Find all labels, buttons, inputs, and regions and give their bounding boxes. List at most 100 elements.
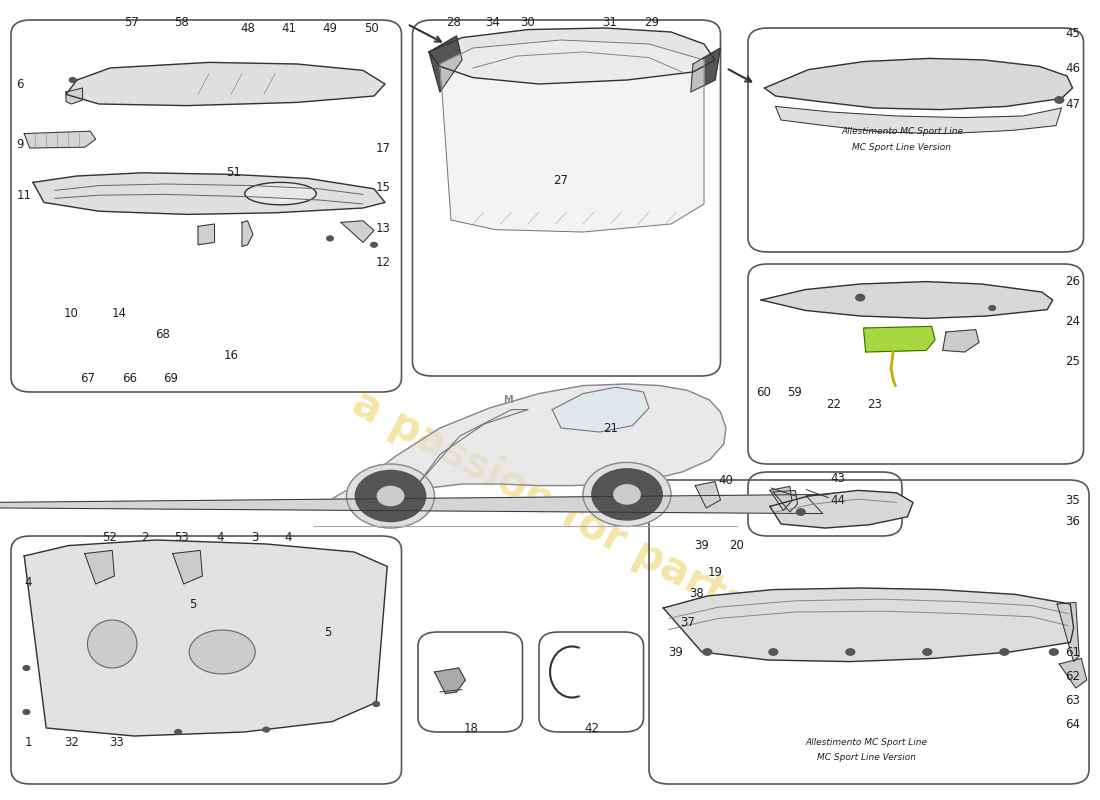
Polygon shape [770,486,792,510]
Text: 57: 57 [124,16,140,29]
Polygon shape [0,494,828,514]
Polygon shape [429,28,715,84]
Circle shape [923,649,932,655]
Text: 11: 11 [16,189,32,202]
Text: Allestimento MC Sport Line: Allestimento MC Sport Line [842,127,962,137]
Polygon shape [440,40,704,232]
Polygon shape [24,131,96,148]
Text: 31: 31 [602,16,617,29]
Text: 4: 4 [24,576,32,589]
Text: 23: 23 [867,398,882,410]
Text: 20: 20 [729,539,745,552]
Text: MC Sport Line Version: MC Sport Line Version [817,753,916,762]
Text: 49: 49 [322,22,338,34]
Text: 39: 39 [668,646,683,658]
Polygon shape [85,550,114,584]
Text: 43: 43 [830,472,846,485]
Text: 24: 24 [1065,315,1080,328]
Polygon shape [242,221,253,246]
Text: 34: 34 [485,16,501,29]
Text: 47: 47 [1065,98,1080,110]
Polygon shape [770,490,913,528]
Text: 67: 67 [80,372,96,385]
Text: 44: 44 [830,494,846,506]
Text: 12: 12 [375,256,390,269]
Circle shape [175,730,182,734]
Circle shape [371,242,377,247]
Text: 48: 48 [240,22,255,34]
Ellipse shape [244,182,317,205]
Polygon shape [33,173,385,214]
Polygon shape [429,36,462,92]
Polygon shape [198,224,214,245]
Text: 25: 25 [1065,355,1080,368]
Text: 9: 9 [16,138,24,150]
Circle shape [1049,649,1058,655]
Text: a passion for parts: a passion for parts [345,382,755,626]
Circle shape [23,666,30,670]
Text: 17: 17 [375,142,390,154]
Text: M: M [504,395,513,405]
Text: 50: 50 [364,22,380,34]
Polygon shape [695,482,721,508]
Text: 69: 69 [163,372,178,385]
Text: 60: 60 [756,386,771,398]
Polygon shape [864,326,935,352]
Circle shape [327,236,333,241]
Polygon shape [66,88,82,104]
Circle shape [856,294,865,301]
Text: 68: 68 [155,328,170,341]
Text: 66: 66 [122,372,138,385]
Polygon shape [173,550,202,584]
Circle shape [355,470,426,522]
Polygon shape [776,106,1062,134]
Circle shape [614,485,640,504]
Circle shape [989,306,996,310]
Circle shape [583,462,671,526]
Text: 28: 28 [446,16,461,29]
Text: 37: 37 [680,616,695,629]
Circle shape [796,509,805,515]
Text: Allestimento MC Sport Line: Allestimento MC Sport Line [806,738,927,747]
Text: 45: 45 [1065,27,1080,40]
Circle shape [373,702,380,706]
Polygon shape [764,58,1072,110]
Circle shape [703,649,712,655]
Polygon shape [1059,658,1087,688]
Text: 46: 46 [1065,62,1080,74]
Text: 4: 4 [285,531,292,544]
Text: 16: 16 [223,349,239,362]
Polygon shape [418,410,528,484]
Text: 61: 61 [1065,646,1080,658]
Text: 4: 4 [217,531,223,544]
Text: 53: 53 [174,531,189,544]
Text: MC Sport Line Version: MC Sport Line Version [852,143,952,153]
Polygon shape [761,282,1053,318]
Text: 2: 2 [142,531,148,544]
Circle shape [769,649,778,655]
Circle shape [377,486,404,506]
Text: 36: 36 [1065,515,1080,528]
Text: 14: 14 [111,307,126,320]
Circle shape [263,727,270,732]
Polygon shape [66,62,385,106]
Polygon shape [314,384,726,508]
Circle shape [1000,649,1009,655]
Text: 58: 58 [174,16,189,29]
Text: 5: 5 [189,598,196,610]
Text: 27: 27 [553,174,569,186]
Polygon shape [552,387,649,432]
Circle shape [592,469,662,520]
Polygon shape [691,48,720,92]
Text: 35: 35 [1066,494,1080,506]
Text: 33: 33 [109,736,124,749]
Polygon shape [943,330,979,352]
Polygon shape [663,588,1074,662]
Text: 18: 18 [463,722,478,734]
Text: 10: 10 [64,307,79,320]
Text: 38: 38 [689,587,704,600]
Polygon shape [1057,602,1079,662]
Text: 1: 1 [24,736,32,749]
Text: 26: 26 [1065,275,1080,288]
Circle shape [23,710,30,714]
